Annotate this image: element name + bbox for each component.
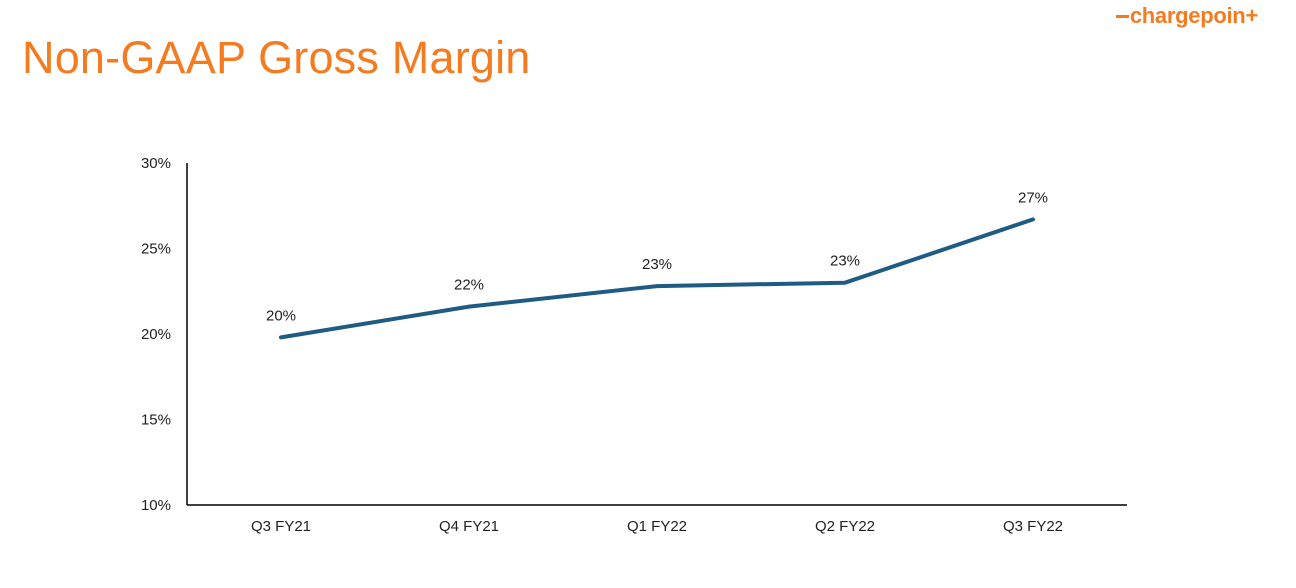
x-tick-label: Q1 FY22 [627, 518, 687, 535]
data-label: 27% [1018, 189, 1048, 206]
data-label: 22% [454, 277, 484, 294]
data-label: 23% [830, 253, 860, 270]
page-title: Non-GAAP Gross Margin [22, 32, 531, 83]
x-tick-label: Q3 FY22 [1003, 518, 1063, 535]
x-tick-label: Q4 FY21 [439, 518, 499, 535]
series-line [279, 217, 1035, 340]
y-tick-label: 30% [141, 155, 171, 172]
y-tick-label: 15% [141, 412, 171, 429]
x-tick-label: Q2 FY22 [815, 518, 875, 535]
y-tick-label: 10% [141, 497, 171, 514]
data-label: 23% [642, 256, 672, 273]
x-axis: Q3 FY21 Q4 FY21 Q1 FY22 Q2 FY22 Q3 FY22 [187, 504, 1127, 535]
x-tick-label: Q3 FY21 [251, 518, 311, 535]
data-label: 20% [266, 307, 296, 324]
y-tick-label: 20% [141, 326, 171, 343]
chargepoint-logo: chargepoin+ [1115, 3, 1258, 29]
y-tick-label: 25% [141, 241, 171, 258]
series-layer [279, 217, 1035, 340]
logo-text-prefix: charge [1129, 3, 1201, 28]
data-labels: 20% 22% 23% 23% 27% [266, 189, 1048, 324]
logo-text-suffix: poin+ [1200, 3, 1258, 28]
y-axis: 10% 15% 20% 25% 30% [141, 155, 188, 514]
logo-dash-icon [1115, 14, 1129, 18]
